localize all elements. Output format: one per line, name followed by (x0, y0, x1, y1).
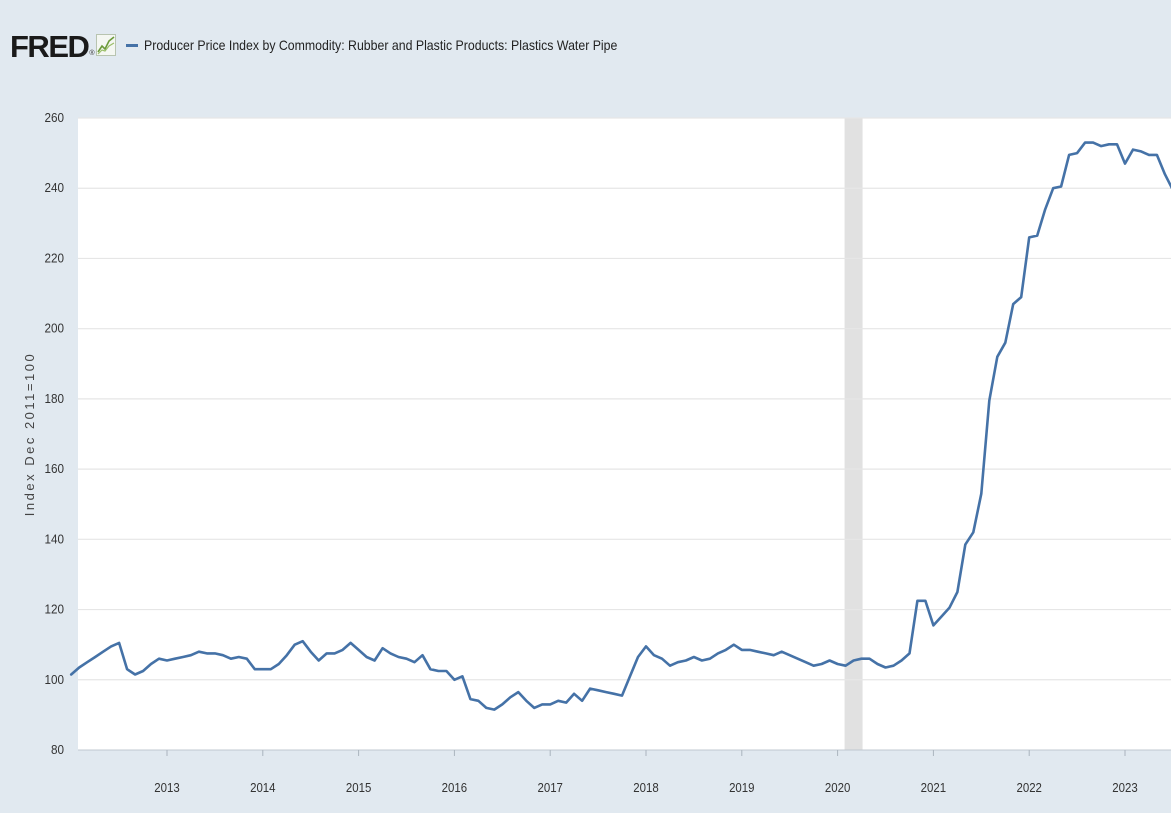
x-tick-label-2015: 2015 (346, 780, 372, 795)
y-tick-label-140: 140 (44, 532, 64, 547)
x-tick-label-2013: 2013 (154, 780, 180, 795)
y-tick-label-160: 160 (44, 462, 64, 477)
x-tick-label-2021: 2021 (921, 780, 947, 795)
x-tick-label-2016: 2016 (442, 780, 468, 795)
fred-logo-text: FRED (10, 29, 90, 64)
y-tick-label-260: 260 (44, 110, 64, 125)
chart-legend[interactable]: Producer Price Index by Commodity: Rubbe… (125, 37, 682, 53)
x-tick-label-2020: 2020 (825, 780, 851, 795)
y-tick-label-240: 240 (44, 181, 64, 196)
y-axis-title: Index Dec 2011=100 (22, 352, 37, 516)
recession-shading-layer (844, 118, 863, 750)
x-axis: 2013 2014 2015 2016 2017 2018 2019 2020 2021 2022… (78, 749, 1171, 795)
recession-band-0 (844, 118, 863, 750)
chart-header: FRED ® Producer Price Index by Commodity… (10, 22, 682, 72)
line-graph-icon (95, 34, 116, 56)
registered-mark: ® (89, 50, 95, 57)
x-tick-label-2022: 2022 (1016, 780, 1042, 795)
x-tick-label-2023: 2023 (1112, 780, 1138, 795)
x-tick-label-2019: 2019 (729, 780, 755, 795)
series-layer (69, 141, 1171, 711)
y-tick-label-200: 200 (44, 321, 64, 336)
y-tick-label-220: 220 (44, 251, 64, 266)
legend-series-label: Producer Price Index by Commodity: Rubbe… (143, 37, 617, 53)
fred-logo[interactable]: FRED ® (10, 29, 116, 65)
gridlines (78, 117, 1171, 681)
plot-area (78, 118, 1171, 750)
legend-swatch (125, 43, 138, 47)
x-tick-label-2018: 2018 (633, 780, 659, 795)
series-line-0[interactable] (69, 141, 1171, 711)
y-axis: 80 100 120 140 160 180 200 220 240 260 (44, 110, 64, 757)
y-tick-label-100: 100 (44, 672, 64, 687)
y-tick-label-180: 180 (44, 391, 64, 406)
y-tick-label-80: 80 (51, 742, 64, 757)
y-tick-label-120: 120 (44, 602, 64, 617)
x-tick-label-2014: 2014 (250, 780, 276, 795)
x-tick-label-2017: 2017 (537, 780, 563, 795)
